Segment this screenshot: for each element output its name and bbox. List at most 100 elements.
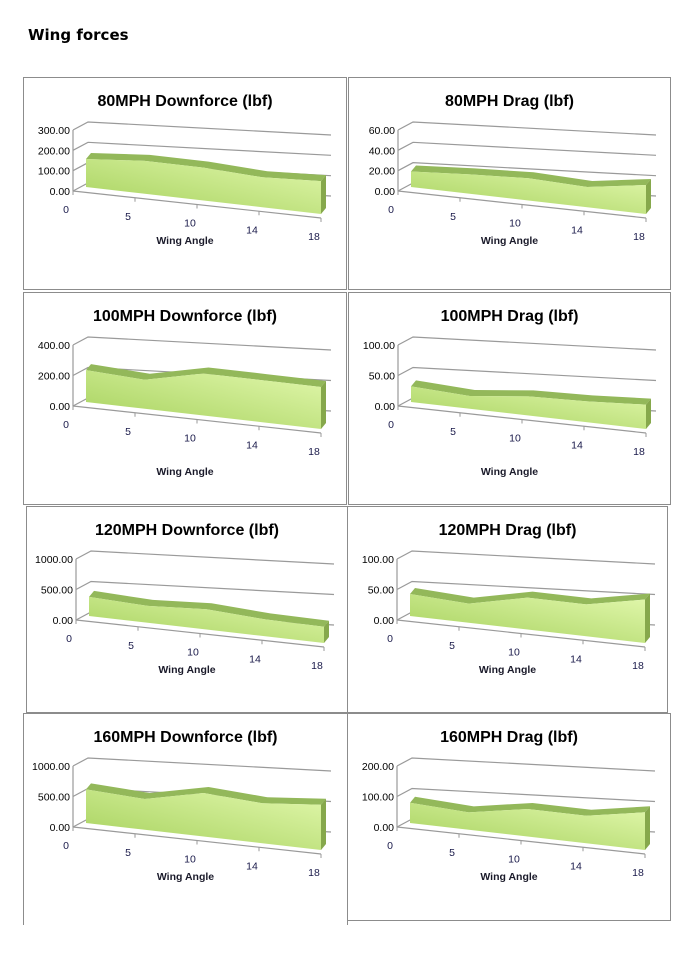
x-axis-label: Wing Angle <box>157 871 214 883</box>
y-tick-label: 60.00 <box>369 125 395 137</box>
y-tick-label: 500.00 <box>38 792 70 804</box>
gridline <box>75 550 335 565</box>
y-tick-label: 0.00 <box>50 401 71 413</box>
chart-120mph-drag: 120MPH Drag (lbf) 0.00 50.00 100.00 0 5 10 14 18… <box>347 506 668 713</box>
chart-title: 160MPH Drag (lbf) <box>440 729 578 746</box>
x-tick-label: 0 <box>66 633 72 645</box>
y-tick-label: 200.00 <box>38 371 70 383</box>
area-series <box>410 802 645 850</box>
x-tick-label: 14 <box>571 439 583 451</box>
x-tick-label: 5 <box>449 640 455 652</box>
gridline <box>396 580 656 596</box>
x-tick-label: 18 <box>632 660 644 672</box>
y-tick-label: 1000.00 <box>35 554 73 566</box>
area-top-face <box>411 380 651 405</box>
x-tick-label: 10 <box>184 433 196 445</box>
x-tick-label: 5 <box>450 426 456 438</box>
x-axis-label: Wing Angle <box>481 466 538 478</box>
area-series <box>411 386 646 429</box>
x-tick-label: 10 <box>184 218 196 230</box>
y-tick-label: 100.00 <box>362 792 394 804</box>
chart-title: 120MPH Downforce (lbf) <box>95 522 279 539</box>
x-tick-label: 5 <box>450 211 456 223</box>
x-tick-label: 0 <box>387 633 393 645</box>
area-series <box>89 596 324 643</box>
area-top-face <box>411 165 651 187</box>
chart-svg: 80MPH Downforce (lbf) 0.00 100.00 200.00 300… <box>38 93 332 247</box>
x-axis-label: Wing Angle <box>480 871 537 883</box>
gridline <box>397 141 657 156</box>
gridline <box>397 162 657 177</box>
x-tick-label: 10 <box>184 854 196 866</box>
y-tick-label: 500.00 <box>41 585 73 597</box>
gridline <box>72 121 332 136</box>
gridline <box>397 121 657 136</box>
x-tick-label: 10 <box>509 433 521 445</box>
y-tick-label: 40.00 <box>369 145 395 157</box>
x-tick-label: 18 <box>308 231 320 243</box>
area-side-face <box>321 380 326 429</box>
y-tick-label: 100.00 <box>38 166 70 178</box>
y-tick-label: 20.00 <box>369 166 395 178</box>
chart-svg: 160MPH Drag (lbf) 0.00 100.00 200.00 0 5 10 14 1… <box>362 729 656 883</box>
chart-svg: 80MPH Drag (lbf) 0.00 20.00 40.00 60.00 0 5 10 1… <box>369 93 657 247</box>
x-tick-label: 10 <box>508 854 520 866</box>
x-tick-label: 18 <box>632 867 644 879</box>
x-tick-label: 0 <box>387 840 393 852</box>
y-tick-label: 200.00 <box>362 761 394 773</box>
x-tick-label: 14 <box>246 439 258 451</box>
y-tick-label: 200.00 <box>38 145 70 157</box>
chart-svg: 120MPH Downforce (lbf) 0.00 500.00 1000.00 0… <box>35 522 335 676</box>
y-tick-label: 0.00 <box>50 822 71 834</box>
x-tick-label: 18 <box>308 446 320 458</box>
document-title: Wing forces <box>28 26 129 44</box>
x-tick-label: 18 <box>311 660 323 672</box>
area-series <box>410 593 645 643</box>
area-side-face <box>646 179 651 214</box>
x-tick-label: 0 <box>388 419 394 431</box>
chart-160mph-drag: 160MPH Drag (lbf) 0.00 100.00 200.00 0 5 10 14 1… <box>347 713 671 921</box>
area-top-face <box>86 152 326 182</box>
area-side-face <box>321 175 326 214</box>
chart-80mph-downforce: 80MPH Downforce (lbf) 0.00 100.00 200.00 300… <box>23 77 347 290</box>
y-tick-label: 300.00 <box>38 125 70 137</box>
x-tick-label: 5 <box>128 640 134 652</box>
y-tick-label: 0.00 <box>53 615 74 627</box>
y-tick-label: 50.00 <box>368 585 394 597</box>
y-tick-label: 0.00 <box>374 615 395 627</box>
area-series <box>86 370 321 429</box>
gridline <box>396 787 656 803</box>
chart-100mph-drag: 100MPH Drag (lbf) 0.00 50.00 100.00 0 5 10 14 18… <box>348 292 671 505</box>
area-series <box>411 171 646 214</box>
x-tick-label: 14 <box>570 653 582 665</box>
chart-title: 80MPH Downforce (lbf) <box>97 93 272 110</box>
y-tick-label: 0.00 <box>375 186 396 198</box>
gridline <box>397 366 657 382</box>
y-tick-label: 1000.00 <box>32 761 70 773</box>
chart-100mph-downforce: 100MPH Downforce (lbf) 0.00 200.00 400.00 0 5… <box>23 292 347 505</box>
chart-title: 80MPH Drag (lbf) <box>445 93 574 110</box>
x-axis-label: Wing Angle <box>156 235 213 247</box>
x-tick-label: 14 <box>249 653 261 665</box>
gridline <box>396 757 656 772</box>
x-tick-label: 10 <box>187 647 199 659</box>
chart-svg: 120MPH Drag (lbf) 0.00 50.00 100.00 0 5 10 14 18… <box>362 522 656 676</box>
area-top-face <box>86 783 326 805</box>
y-tick-label: 400.00 <box>38 340 70 352</box>
area-top-face <box>86 364 326 387</box>
x-tick-label: 14 <box>570 860 582 872</box>
chart-svg: 160MPH Downforce (lbf) 0.00 500.00 1000.00 0… <box>32 729 332 883</box>
chart-svg: 100MPH Drag (lbf) 0.00 50.00 100.00 0 5 10 14 18… <box>363 308 657 478</box>
chart-120mph-downforce: 120MPH Downforce (lbf) 0.00 500.00 1000.00 0… <box>26 506 348 713</box>
x-tick-label: 0 <box>63 419 69 431</box>
x-tick-label: 5 <box>125 847 131 859</box>
y-tick-label: 0.00 <box>374 822 395 834</box>
gridline <box>72 141 332 156</box>
x-axis-label: Wing Angle <box>158 664 215 676</box>
area-top-face <box>410 587 650 605</box>
x-axis-label: Wing Angle <box>481 235 538 247</box>
chart-title: 120MPH Drag (lbf) <box>439 522 577 539</box>
area-side-face <box>645 593 650 643</box>
area-series <box>86 789 321 850</box>
gridline <box>397 336 657 351</box>
